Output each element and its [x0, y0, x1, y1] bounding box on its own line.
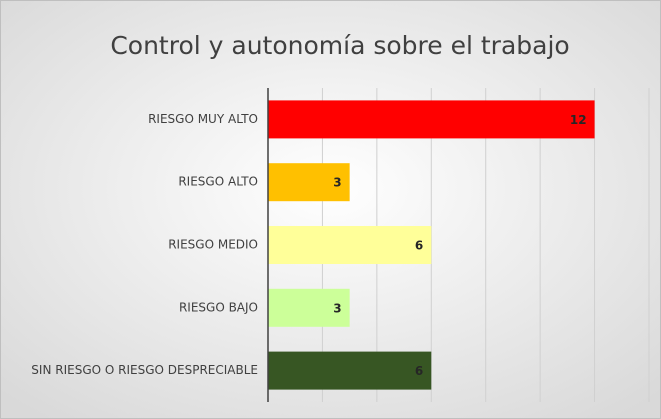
y-tick-label: RIESGO MEDIO	[168, 238, 258, 252]
data-label: 12	[570, 113, 587, 127]
data-label: 6	[415, 364, 423, 378]
y-tick-label: RIESGO ALTO	[178, 175, 258, 189]
bar	[268, 351, 432, 390]
data-label: 6	[415, 239, 423, 253]
y-tick-label: SIN RIESGO O RIESGO DESPRECIABLE	[31, 363, 258, 377]
bar	[268, 226, 432, 264]
data-label: 3	[333, 301, 341, 315]
chart-title: Control y autonomía sobre el trabajo	[110, 31, 569, 60]
y-tick-label: RIESGO BAJO	[179, 300, 258, 314]
bar	[268, 288, 350, 327]
bar	[268, 100, 595, 139]
data-label: 3	[333, 176, 341, 190]
y-tick-label: RIESGO MUY ALTO	[148, 112, 258, 126]
bar	[268, 163, 350, 202]
